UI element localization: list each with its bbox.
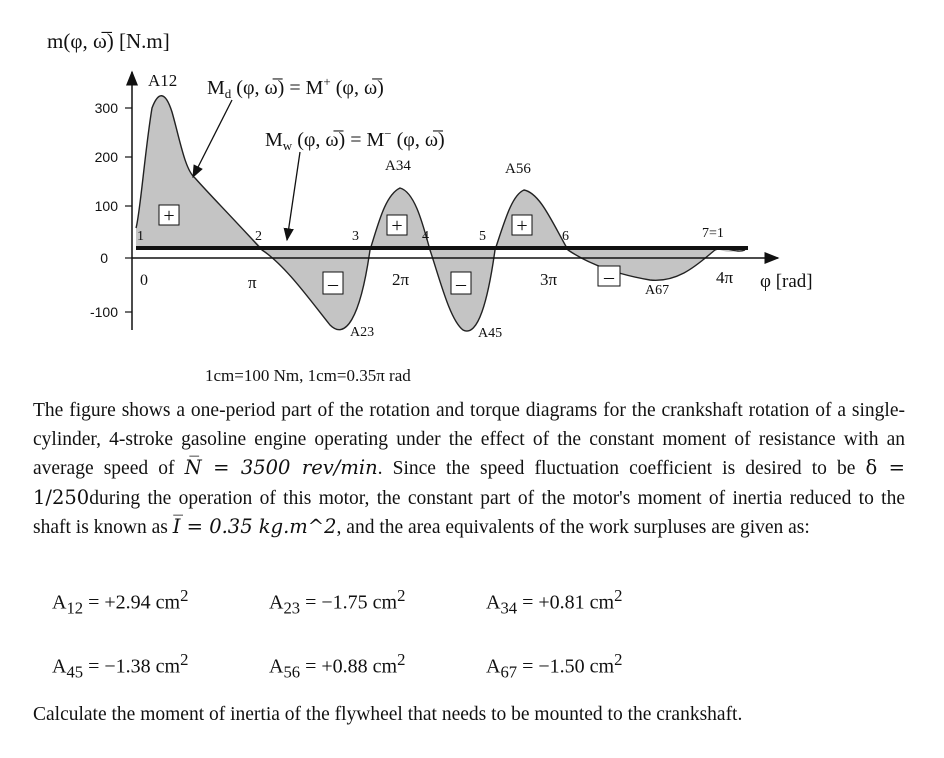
area-value-a67: A67 = −1.50 cm2 <box>486 650 623 682</box>
area-value-a34: A34 = +0.81 cm2 <box>486 586 623 618</box>
pi-tick-1: π <box>248 273 257 292</box>
mw-pointer <box>283 151 301 242</box>
point-label-1: 1 <box>137 229 144 244</box>
delta-value: δ = 1/250 <box>33 456 906 509</box>
area-label-a34: A34 <box>385 158 411 174</box>
scale-note: 1cm=100 Nm, 1cm=0.35π rad <box>205 366 411 385</box>
plus-sign-a12: + <box>158 204 180 227</box>
pi-tick-4: 4π <box>716 268 734 287</box>
speed-value: N̅ = 3500 rev/min <box>184 456 378 479</box>
svg-text:–: – <box>455 273 467 295</box>
minus-sign-a23: – <box>322 271 344 295</box>
area-values: A12 = +2.94 cm2 A23 = −1.75 cm2 A34 = +0… <box>52 580 752 682</box>
x-axis-title: φ [rad] <box>760 271 813 292</box>
area-label-a23: A23 <box>350 325 374 340</box>
torque-diagram: m(φ, ω̅) [N.m] 300 200 100 0 -100 <box>47 29 813 385</box>
torque-curve <box>135 95 746 332</box>
intro-text: The figure shows a one-period part of th… <box>33 400 905 479</box>
area-a67-fill <box>568 248 715 281</box>
question-text: Calculate the moment of inertia of the f… <box>33 704 743 725</box>
svg-text:+: + <box>516 215 527 237</box>
svg-text:+: + <box>163 205 174 227</box>
area-label-a12: A12 <box>148 71 177 90</box>
point-label-4: 4 <box>422 229 429 244</box>
y-tick-300: 300 <box>95 100 119 116</box>
problem-statement: The figure shows a one-period part of th… <box>33 397 905 543</box>
svg-text:–: – <box>327 273 339 295</box>
area-a23-fill <box>262 248 370 330</box>
plus-sign-a34: + <box>386 214 408 237</box>
pi-tick-2: 2π <box>392 270 410 289</box>
svg-text:+: + <box>391 215 402 237</box>
area-label-a45: A45 <box>478 326 502 341</box>
area-label-a56: A56 <box>505 161 531 177</box>
plus-sign-a56: + <box>511 214 533 237</box>
end-text: , and the area equivalents of the work s… <box>336 517 810 538</box>
area-label-a67: A67 <box>645 283 669 298</box>
point-label-3: 3 <box>352 229 359 244</box>
pi-tick-3: 3π <box>540 270 558 289</box>
mid-text: . Since the speed fluctuation coefficien… <box>377 458 856 479</box>
y-tick-100: 100 <box>95 198 119 214</box>
y-axis-title: m(φ, ω̅) [N.m] <box>47 29 170 53</box>
area-value-a45: A45 = −1.38 cm2 <box>52 650 189 682</box>
point-label-5: 5 <box>479 229 486 244</box>
area-a12-fill <box>136 95 262 248</box>
area-value-a12: A12 = +2.94 cm2 <box>52 586 189 618</box>
y-tick-0: 0 <box>100 250 108 266</box>
point-label-7: 7=1 <box>702 226 724 241</box>
svg-text:–: – <box>603 266 615 288</box>
y-tick-minus-100: -100 <box>90 304 118 320</box>
area-value-a56: A56 = +0.88 cm2 <box>269 650 406 682</box>
md-pointer <box>192 99 233 179</box>
point-label-6: 6 <box>562 229 569 244</box>
inertia-value: I̅ = 0.35 kg.m^2 <box>172 515 337 538</box>
origin-label: 0 <box>140 272 148 289</box>
y-ticks <box>125 107 132 313</box>
y-tick-200: 200 <box>95 149 119 165</box>
mw-label: Mw (φ, ω̅) = M− (φ, ω̅) <box>265 126 445 153</box>
point-label-2: 2 <box>255 229 262 244</box>
minus-sign-a45: – <box>450 271 472 295</box>
mid2-text: during the operation of this motor, the … <box>33 487 905 539</box>
area-value-a23: A23 = −1.75 cm2 <box>269 586 406 618</box>
md-label: Md (φ, ω̅) = M+ (φ, ω̅) <box>207 74 384 101</box>
minus-sign-a67: – <box>597 265 621 288</box>
